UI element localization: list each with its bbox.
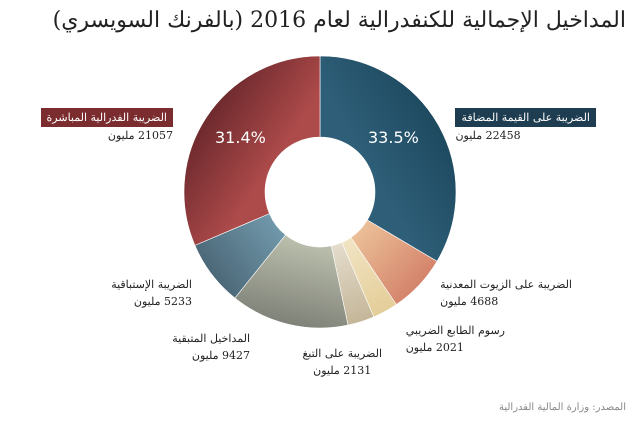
donut-slice	[234, 234, 349, 329]
label-name: الضريبة الفدرالية المباشرة	[40, 108, 173, 127]
chart-title: المداخيل الإجمالية للكنفدرالية لعام 2016…	[52, 8, 626, 33]
label-direct-tax: الضريبة الفدرالية المباشرة 21057 مليون	[40, 108, 173, 144]
percent-label-direct-tax: 31.4%	[215, 128, 266, 147]
label-value: 9427 مليون	[191, 349, 250, 362]
label-name: الضريبة على الزيوت المعدنية	[440, 278, 572, 291]
label-withholding-tax: الضريبة الإستباقية 5233 مليون	[111, 276, 192, 310]
label-name: الضريبة على التبغ	[302, 347, 382, 360]
donut-slice	[319, 55, 457, 262]
label-vat: الضريبة على القيمة المضافة 22458 مليون	[455, 108, 596, 144]
percent-label-vat: 33.5%	[368, 128, 419, 147]
label-value: 4688 مليون	[440, 295, 499, 308]
label-tobacco: الضريبة على التبغ 2131 مليون	[302, 345, 382, 379]
label-mineral-oil: الضريبة على الزيوت المعدنية 4688 مليون	[440, 276, 572, 310]
label-name: الضريبة على القيمة المضافة	[455, 108, 596, 127]
label-name: المداخيل المتبقية	[172, 332, 250, 345]
label-other-revenue: المداخيل المتبقية 9427 مليون	[172, 330, 250, 364]
donut-slice	[183, 55, 321, 246]
label-value: 22458 مليون	[455, 129, 521, 142]
label-stamp-duty: رسوم الطابع الضريبي 2021 مليون	[406, 322, 505, 356]
label-name: رسوم الطابع الضريبي	[405, 324, 505, 337]
label-value: 21057 مليون	[107, 129, 173, 142]
label-name: الضريبة الإستباقية	[111, 278, 192, 291]
label-value: 5233 مليون	[133, 295, 192, 308]
label-value: 2021 مليون	[405, 341, 464, 354]
source-note: المصدر: وزارة المالية الفدرالية	[498, 402, 626, 413]
label-value: 2131 مليون	[313, 364, 372, 377]
